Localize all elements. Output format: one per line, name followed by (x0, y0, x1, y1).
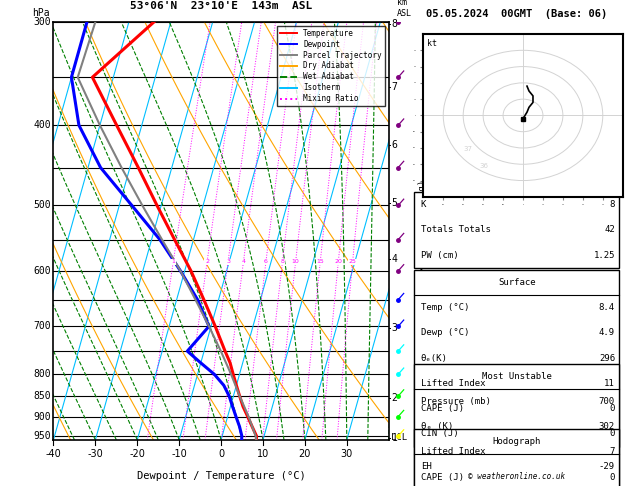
Text: 05.05.2024  00GMT  (Base: 06): 05.05.2024 00GMT (Base: 06) (426, 9, 608, 19)
Text: θₑ (K): θₑ (K) (421, 422, 453, 431)
Text: © weatheronline.co.uk: © weatheronline.co.uk (468, 472, 565, 481)
Text: 6: 6 (391, 140, 398, 150)
Text: kt: kt (427, 39, 437, 48)
Text: 53°06'N  23°10'E  143m  ASL: 53°06'N 23°10'E 143m ASL (130, 1, 312, 12)
Bar (414, 192, 620, 268)
Text: 6: 6 (264, 260, 268, 264)
Bar (414, 270, 620, 447)
Text: 950: 950 (33, 431, 51, 441)
Text: 500: 500 (33, 200, 51, 210)
Text: Pressure (mb): Pressure (mb) (421, 397, 491, 406)
Text: 700: 700 (33, 321, 51, 331)
Text: Totals Totals: Totals Totals (421, 226, 491, 234)
Text: -40: -40 (45, 449, 62, 459)
Text: 11: 11 (604, 379, 615, 388)
Text: 1.25: 1.25 (593, 251, 615, 260)
Text: 8: 8 (281, 260, 284, 264)
Text: Mixing Ratio (g/kg): Mixing Ratio (g/kg) (418, 180, 426, 282)
Text: Dewpoint / Temperature (°C): Dewpoint / Temperature (°C) (136, 471, 306, 481)
Text: 15: 15 (316, 260, 324, 264)
Text: -20: -20 (130, 449, 145, 459)
Text: 600: 600 (33, 266, 51, 276)
Text: 1: 1 (391, 433, 398, 443)
Text: LCL: LCL (391, 433, 408, 442)
Text: -29: -29 (599, 462, 615, 471)
Text: 8: 8 (610, 200, 615, 209)
Text: 8.4: 8.4 (599, 303, 615, 312)
Legend: Temperature, Dewpoint, Parcel Trajectory, Dry Adiabat, Wet Adiabat, Isotherm, Mi: Temperature, Dewpoint, Parcel Trajectory… (277, 26, 385, 106)
Text: 10: 10 (292, 260, 299, 264)
Text: 2: 2 (205, 260, 209, 264)
Text: 3: 3 (391, 323, 398, 333)
Text: 0: 0 (610, 404, 615, 413)
Text: 4.9: 4.9 (599, 329, 615, 337)
Text: 400: 400 (33, 120, 51, 130)
Text: Dewp (°C): Dewp (°C) (421, 329, 469, 337)
Text: 3: 3 (226, 260, 230, 264)
Text: -30: -30 (87, 449, 103, 459)
Text: -10: -10 (171, 449, 187, 459)
Text: CIN (J): CIN (J) (421, 430, 459, 438)
Text: 8: 8 (391, 19, 398, 29)
Text: 36: 36 (479, 162, 488, 169)
Text: K: K (421, 200, 426, 209)
Text: 800: 800 (33, 369, 51, 379)
Text: hPa: hPa (31, 8, 49, 17)
Text: Hodograph: Hodograph (493, 437, 541, 446)
Text: 4: 4 (242, 260, 245, 264)
Text: 0: 0 (610, 473, 615, 482)
Text: CAPE (J): CAPE (J) (421, 404, 464, 413)
Bar (414, 364, 620, 486)
Text: 30: 30 (341, 449, 353, 459)
Text: Lifted Index: Lifted Index (421, 448, 485, 456)
Text: 5: 5 (391, 198, 398, 208)
Text: Temp (°C): Temp (°C) (421, 303, 469, 312)
Text: Lifted Index: Lifted Index (421, 379, 485, 388)
Bar (414, 429, 620, 486)
Text: θₑ(K): θₑ(K) (421, 354, 448, 363)
Text: 296: 296 (599, 354, 615, 363)
Text: 300: 300 (33, 17, 51, 27)
Text: 302: 302 (599, 422, 615, 431)
Text: 0: 0 (218, 449, 224, 459)
Text: 42: 42 (604, 226, 615, 234)
Text: EH: EH (421, 462, 431, 471)
Text: 7: 7 (391, 83, 398, 92)
Text: Surface: Surface (498, 278, 535, 287)
Text: km
ASL: km ASL (397, 0, 412, 17)
Text: Most Unstable: Most Unstable (482, 372, 552, 381)
Text: 20: 20 (299, 449, 311, 459)
Text: PW (cm): PW (cm) (421, 251, 459, 260)
Text: 10: 10 (257, 449, 269, 459)
Text: 20: 20 (335, 260, 342, 264)
Text: 2: 2 (391, 393, 398, 403)
Text: 25: 25 (348, 260, 357, 264)
Text: CAPE (J): CAPE (J) (421, 473, 464, 482)
Text: 1: 1 (171, 260, 175, 264)
Text: 850: 850 (33, 391, 51, 401)
Text: 900: 900 (33, 412, 51, 422)
Text: 37: 37 (463, 146, 472, 152)
Text: 7: 7 (610, 448, 615, 456)
Text: 0: 0 (610, 430, 615, 438)
Text: 700: 700 (599, 397, 615, 406)
Text: 4: 4 (391, 254, 398, 264)
